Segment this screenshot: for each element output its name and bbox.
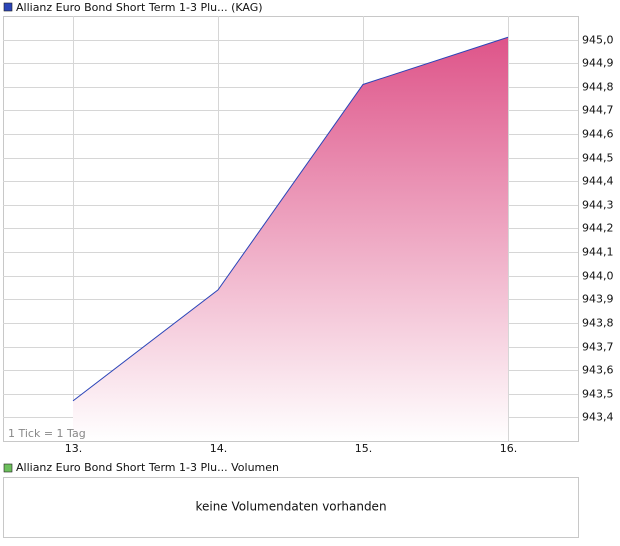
- volume-frame: [3, 477, 579, 538]
- y-tick-label: 943,7: [582, 341, 614, 354]
- x-tick-label: 13.: [65, 442, 83, 455]
- legend-swatch: [3, 463, 13, 473]
- y-tick-label: 944,8: [582, 81, 614, 94]
- y-tick-label: 945,0: [582, 34, 614, 47]
- y-tick-label: 943,6: [582, 364, 614, 377]
- y-tick-label: 944,3: [582, 199, 614, 212]
- x-tick-label: 14.: [210, 442, 228, 455]
- area: [73, 37, 508, 441]
- legend-swatch: [3, 2, 13, 12]
- marks: [72, 36, 509, 441]
- line: [72, 36, 509, 402]
- y-tick-label: 944,9: [582, 57, 614, 70]
- y-tick-label: 944,4: [582, 175, 614, 188]
- annotation: 1 Tick = 1 Tag: [8, 427, 86, 440]
- x-tick-label: 16.: [500, 442, 518, 455]
- x-tick-label: 15.: [355, 442, 373, 455]
- y-tick-label: 943,8: [582, 317, 614, 330]
- y-tick-label: 944,1: [582, 246, 614, 259]
- empty-message: keine Volumendaten vorhanden: [195, 500, 386, 514]
- y-tick-label: 944,5: [582, 152, 614, 165]
- y-tick-label: 944,7: [582, 104, 614, 117]
- y-tick-label: 943,5: [582, 388, 614, 401]
- y-tick-label: 944,0: [582, 270, 614, 283]
- y-tick-label: 943,9: [582, 293, 614, 306]
- y-tick-label: 943,4: [582, 411, 614, 424]
- y-tick-label: 944,2: [582, 222, 614, 235]
- legend-label: Allianz Euro Bond Short Term 1-3 Plu... …: [16, 461, 279, 474]
- legend-label: Allianz Euro Bond Short Term 1-3 Plu... …: [16, 1, 263, 14]
- y-tick-label: 944,6: [582, 128, 614, 141]
